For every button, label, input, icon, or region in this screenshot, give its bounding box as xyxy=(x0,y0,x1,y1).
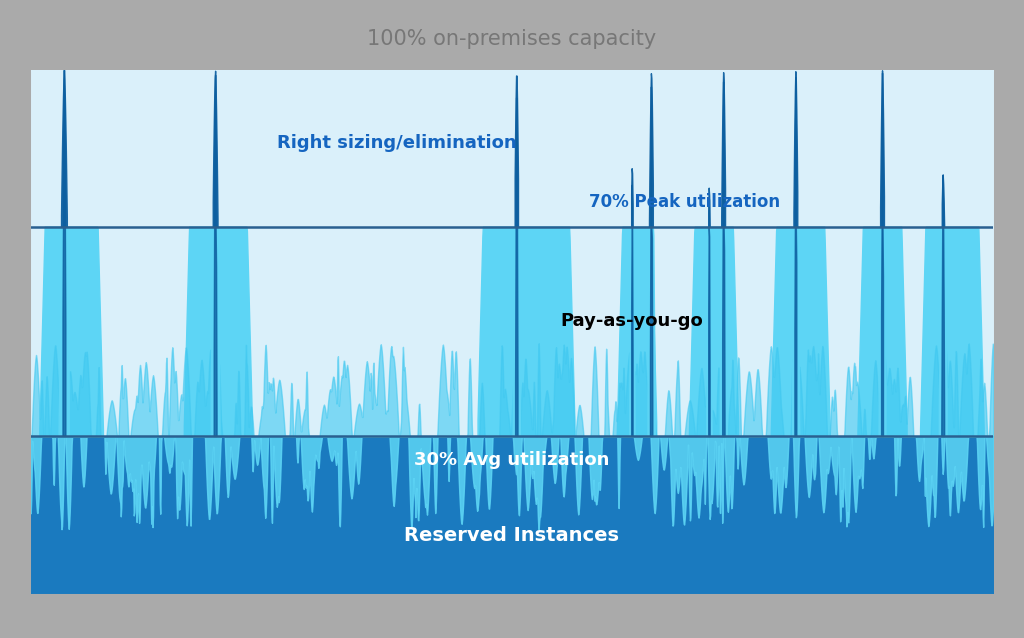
Text: 30% Avg utilization: 30% Avg utilization xyxy=(415,451,609,469)
Text: Reserved Instances: Reserved Instances xyxy=(404,526,620,545)
Text: Pay-as-you-go: Pay-as-you-go xyxy=(560,312,702,330)
Text: Right sizing/elimination: Right sizing/elimination xyxy=(276,135,516,152)
Text: 100% on-premises capacity: 100% on-premises capacity xyxy=(368,29,656,48)
Text: 70% Peak utilization: 70% Peak utilization xyxy=(589,193,780,211)
